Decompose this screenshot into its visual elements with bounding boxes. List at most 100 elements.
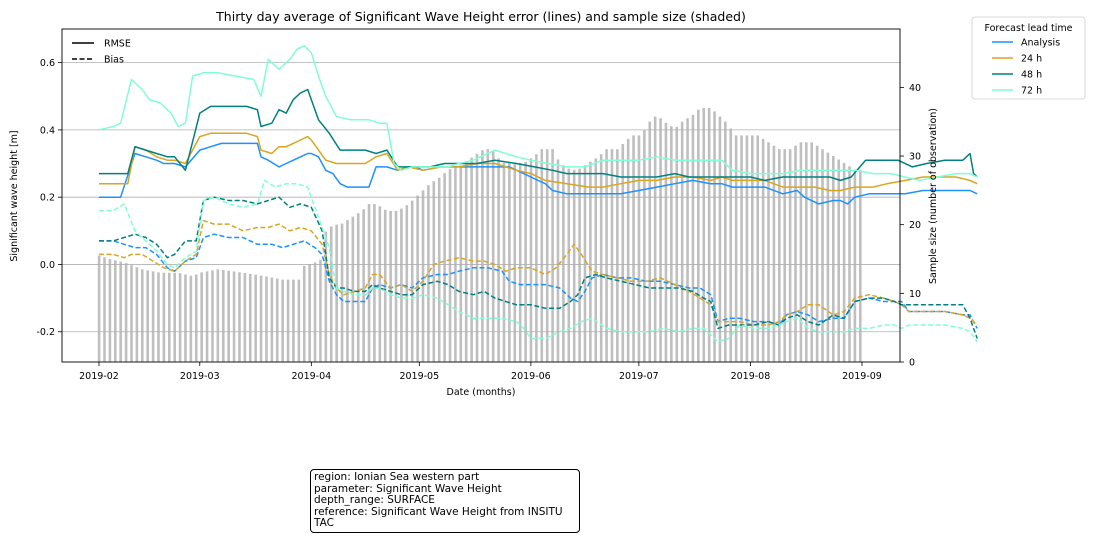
sample-bar bbox=[248, 273, 252, 362]
sample-bar bbox=[146, 270, 149, 362]
y-tick-label: 0.0 bbox=[40, 260, 55, 271]
sample-bar bbox=[518, 162, 522, 362]
y-tick-label: 0.2 bbox=[40, 193, 55, 204]
sample-bar bbox=[340, 223, 344, 362]
sample-bar bbox=[167, 272, 171, 362]
sample-bar bbox=[718, 116, 722, 362]
sample-bar bbox=[524, 161, 527, 362]
sample-bar bbox=[427, 185, 430, 362]
sample-size-bars bbox=[97, 107, 862, 363]
sample-bar bbox=[513, 162, 517, 362]
legend-label-bias: Bias bbox=[104, 55, 124, 66]
sample-bar bbox=[475, 153, 479, 362]
sample-bar bbox=[243, 273, 247, 362]
sample-bar bbox=[745, 135, 749, 362]
sample-bar bbox=[810, 142, 814, 362]
sample-bar bbox=[367, 204, 371, 362]
sample-bar bbox=[200, 272, 203, 362]
sample-bar bbox=[319, 259, 322, 362]
sample-bar bbox=[313, 262, 317, 362]
legend-entry: Analysis bbox=[1021, 38, 1060, 49]
sample-bar bbox=[135, 267, 139, 362]
sample-bar bbox=[324, 231, 328, 362]
sample-bar bbox=[697, 109, 700, 363]
chart-title: Thirty day average of Significant Wave H… bbox=[215, 9, 746, 24]
legend-entry: 72 h bbox=[1021, 86, 1042, 97]
sample-bar bbox=[346, 220, 349, 362]
sample-bar bbox=[302, 265, 306, 362]
sample-bar bbox=[589, 161, 592, 362]
sample-bar bbox=[151, 271, 155, 362]
info-line-reference: reference: Significant Wave Height from … bbox=[314, 505, 563, 518]
sample-bar bbox=[140, 269, 144, 362]
y2-tick-label: 0 bbox=[909, 358, 915, 369]
sample-bar bbox=[713, 111, 716, 362]
sample-bar bbox=[761, 138, 765, 362]
legend-title: Forecast lead time bbox=[984, 23, 1072, 34]
sample-bar bbox=[659, 118, 662, 362]
y2-tick-label: 30 bbox=[909, 152, 921, 163]
series-line-bias-48h bbox=[99, 196, 978, 339]
sample-bar bbox=[205, 271, 209, 362]
sample-bar bbox=[637, 135, 641, 362]
sample-bar bbox=[108, 259, 112, 362]
sample-bar bbox=[572, 169, 576, 362]
sample-bar bbox=[545, 149, 549, 362]
sample-bar bbox=[788, 149, 792, 362]
sample-bar bbox=[432, 181, 436, 362]
sample-bar bbox=[211, 270, 214, 362]
y-tick-label: 0.4 bbox=[40, 125, 55, 136]
sample-bar bbox=[486, 149, 490, 362]
legend-label-rmse: RMSE bbox=[104, 39, 131, 50]
sample-bar bbox=[254, 274, 257, 362]
sample-bar bbox=[162, 272, 166, 362]
sample-bar bbox=[356, 213, 360, 362]
sample-bar bbox=[448, 169, 452, 362]
sample-bar bbox=[270, 277, 274, 362]
sample-bar bbox=[826, 152, 830, 362]
series-line-rmse-analysis bbox=[99, 142, 978, 205]
sample-bar bbox=[221, 270, 225, 362]
metric-style-legend: RMSE Bias bbox=[72, 39, 131, 66]
sample-bar bbox=[119, 261, 122, 362]
sample-bar bbox=[832, 156, 835, 362]
sample-bar bbox=[556, 159, 560, 362]
sample-bar bbox=[675, 126, 679, 362]
sample-bar bbox=[729, 128, 733, 362]
metadata-info-box: region: Ionian Sea western part paramete… bbox=[310, 469, 580, 533]
sample-bar bbox=[664, 122, 668, 362]
sample-bar bbox=[853, 169, 857, 362]
sample-bar bbox=[232, 271, 236, 362]
sample-bar bbox=[594, 158, 598, 362]
sample-bar bbox=[799, 142, 803, 362]
axes: -0.2 0.0 0.2 0.4 0.6 0 10 20 30 40 2019-02 2019-03 2… bbox=[36, 28, 921, 382]
sample-bar bbox=[842, 162, 846, 362]
sample-bar bbox=[815, 145, 819, 362]
y2-tick-label: 40 bbox=[909, 83, 921, 94]
sample-bar bbox=[259, 275, 263, 362]
x-tick-label: 2019-07 bbox=[619, 371, 659, 382]
sample-bar bbox=[308, 264, 311, 362]
sample-bar bbox=[610, 149, 614, 362]
sample-bar bbox=[378, 206, 382, 362]
sample-bar bbox=[459, 165, 463, 362]
sample-bar bbox=[783, 149, 787, 362]
sample-bar bbox=[632, 135, 635, 362]
series-line-bias-analysis bbox=[99, 233, 978, 329]
y-axis-label-left: Significant wave height [m] bbox=[9, 130, 20, 261]
sample-bar bbox=[491, 151, 495, 362]
sample-bar bbox=[238, 272, 241, 362]
sample-bar bbox=[194, 274, 198, 362]
sample-bar bbox=[578, 168, 581, 362]
sample-bar bbox=[529, 158, 533, 362]
sample-bar bbox=[778, 149, 781, 362]
sample-bar bbox=[189, 275, 193, 362]
sample-bar bbox=[653, 116, 657, 362]
sample-bar bbox=[275, 278, 279, 362]
x-tick-label: 2019-04 bbox=[291, 371, 331, 382]
y-tick-label: -0.2 bbox=[36, 327, 55, 338]
sample-bar bbox=[157, 272, 160, 362]
sample-bar bbox=[124, 263, 128, 362]
sample-bar bbox=[286, 279, 290, 362]
